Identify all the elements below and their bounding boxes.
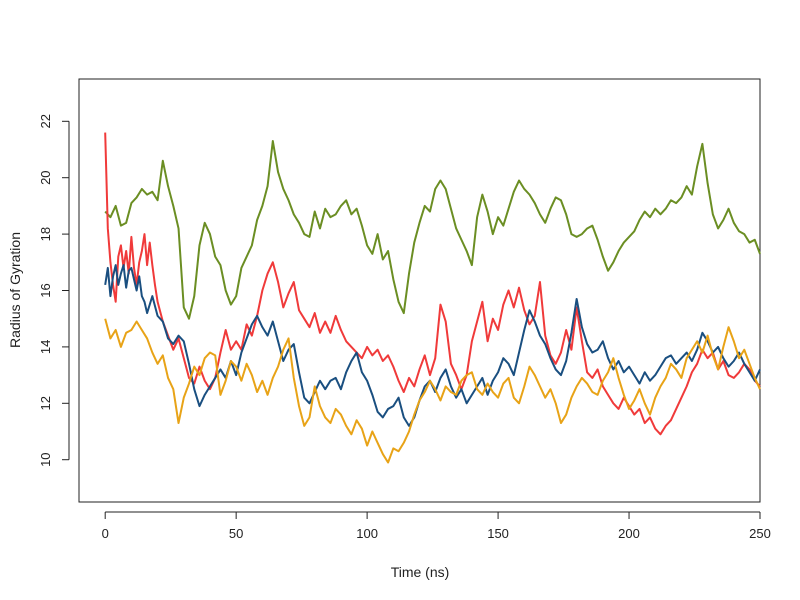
series-line-2 [104, 132, 761, 436]
x-tick-label: 250 [749, 526, 771, 541]
y-tick-label: 14 [38, 340, 53, 354]
series-line-1 [104, 140, 761, 320]
x-axis: 0 50 100 150 200 250 [102, 511, 771, 541]
y-tick-label: 12 [38, 396, 53, 410]
y-axis: 10 12 14 16 18 20 22 [38, 114, 70, 467]
x-axis-title: Time (ns) [391, 564, 450, 580]
x-tick-label: 50 [229, 526, 243, 541]
x-tick-label: 100 [356, 526, 378, 541]
x-tick-label: 0 [102, 526, 109, 541]
series-layer [104, 132, 761, 464]
y-tick-label: 10 [38, 452, 53, 466]
y-axis-title: Radius of Gyration [7, 232, 23, 348]
y-tick-label: 16 [38, 283, 53, 297]
y-tick-label: 22 [38, 114, 53, 128]
x-tick-label: 150 [487, 526, 509, 541]
y-tick-label: 18 [38, 227, 53, 241]
plot-frame [78, 78, 761, 503]
y-tick-label: 20 [38, 170, 53, 184]
x-tick-label: 200 [618, 526, 640, 541]
series-line-4 [104, 318, 761, 464]
series-line-3 [104, 264, 761, 427]
